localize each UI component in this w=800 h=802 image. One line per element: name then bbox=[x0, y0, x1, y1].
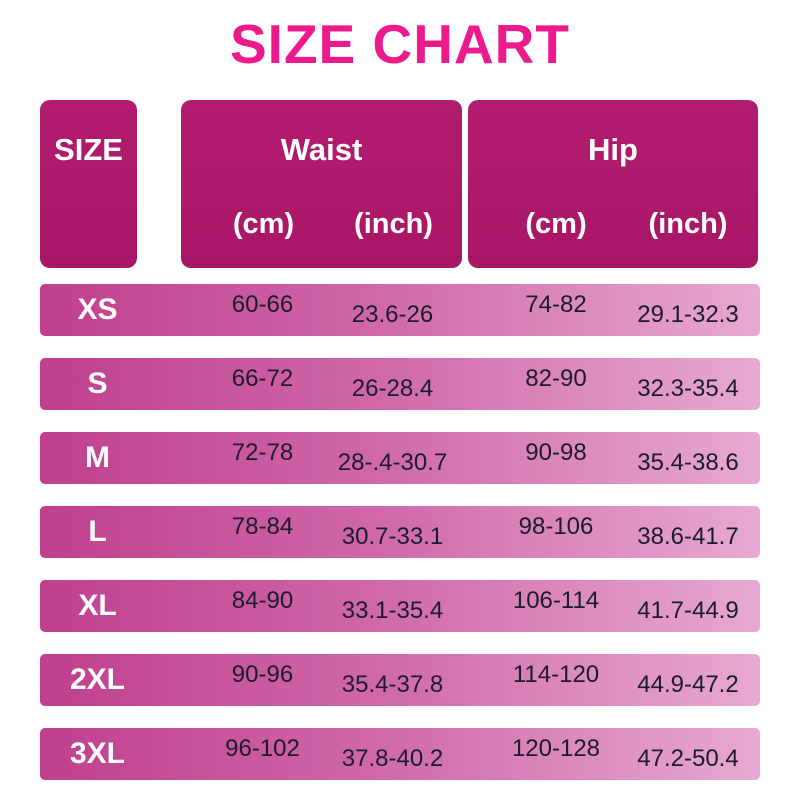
size-cell: L bbox=[88, 515, 107, 548]
waist-inch-cell: 28-.4-30.7 bbox=[337, 449, 448, 476]
hip-cm-header: (cm) bbox=[525, 208, 587, 240]
waist-cm-cell: 78-84 bbox=[231, 513, 294, 540]
waist-inch-cell: 23.6-26 bbox=[351, 301, 434, 328]
waist-inch-cell: 35.4-37.8 bbox=[341, 671, 444, 698]
size-header-label: SIZE bbox=[54, 132, 123, 167]
hip-inch-cell: 38.6-41.7 bbox=[637, 523, 739, 550]
page-title: SIZE CHART bbox=[230, 13, 570, 75]
hip-cm-cell: 98-106 bbox=[518, 513, 594, 540]
size-cell: S bbox=[87, 367, 108, 400]
size-cell: XS bbox=[77, 293, 118, 326]
hip-inch-cell: 44.9-47.2 bbox=[637, 671, 739, 698]
hip-cm-cell: 90-98 bbox=[525, 439, 587, 466]
waist-inch-header: (inch) bbox=[354, 208, 433, 240]
hip-inch-cell: 32.3-35.4 bbox=[637, 375, 739, 402]
waist-cm-cell: 66-72 bbox=[231, 365, 294, 392]
waist-cm-cell: 60-66 bbox=[231, 291, 294, 318]
waist-cm-cell: 90-96 bbox=[231, 661, 294, 688]
table-row: M 72-78 28-.4-30.7 90-98 35.4-38.6 bbox=[40, 432, 760, 484]
waist-inch-cell: 30.7-33.1 bbox=[341, 523, 444, 550]
waist-inch-cell: 37.8-40.2 bbox=[341, 745, 444, 772]
hip-inch-cell: 41.7-44.9 bbox=[637, 597, 739, 624]
hip-cm-cell: 120-128 bbox=[511, 735, 601, 762]
hip-inch-header: (inch) bbox=[648, 208, 728, 240]
hip-inch-cell: 47.2-50.4 bbox=[637, 745, 739, 772]
hip-inch-cell: 29.1-32.3 bbox=[637, 301, 739, 328]
header-size-cell: SIZE bbox=[40, 100, 137, 268]
hip-cm-cell: 106-114 bbox=[512, 587, 600, 614]
waist-header-label: Waist bbox=[280, 132, 363, 167]
table-row: XS 60-66 23.6-26 74-82 29.1-32.3 bbox=[40, 284, 760, 336]
waist-cm-cell: 96-102 bbox=[225, 735, 300, 762]
size-cell: M bbox=[85, 441, 110, 474]
waist-cm-cell: 84-90 bbox=[231, 587, 294, 614]
table-row: 3XL 96-102 37.8-40.2 120-128 47.2-50.4 bbox=[40, 728, 760, 780]
size-chart-table: XS 60-66 23.6-26 74-82 29.1-32.3 S 66-72… bbox=[40, 284, 760, 802]
waist-inch-cell: 26-28.4 bbox=[351, 375, 434, 402]
size-cell: 2XL bbox=[69, 663, 126, 696]
table-row: L 78-84 30.7-33.1 98-106 38.6-41.7 bbox=[40, 506, 760, 558]
size-cell: 3XL bbox=[69, 737, 126, 770]
table-row: 2XL 90-96 35.4-37.8 114-120 44.9-47.2 bbox=[40, 654, 760, 706]
waist-cm-header: (cm) bbox=[232, 208, 295, 240]
hip-cm-cell: 114-120 bbox=[512, 661, 600, 688]
hip-cm-cell: 82-90 bbox=[525, 365, 587, 392]
hip-header-label: Hip bbox=[588, 132, 638, 167]
waist-inch-cell: 33.1-35.4 bbox=[341, 597, 444, 624]
table-row: S 66-72 26-28.4 82-90 32.3-35.4 bbox=[40, 358, 760, 410]
table-row: XL 84-90 33.1-35.4 106-114 41.7-44.9 bbox=[40, 580, 760, 632]
hip-cm-cell: 74-82 bbox=[525, 291, 587, 318]
header-hip-group: Hip (cm) (inch) bbox=[468, 100, 758, 268]
header-waist-group: Waist (cm) (inch) bbox=[181, 100, 462, 268]
hip-inch-cell: 35.4-38.6 bbox=[637, 449, 739, 476]
waist-cm-cell: 72-78 bbox=[231, 439, 294, 466]
size-cell: XL bbox=[78, 589, 117, 622]
